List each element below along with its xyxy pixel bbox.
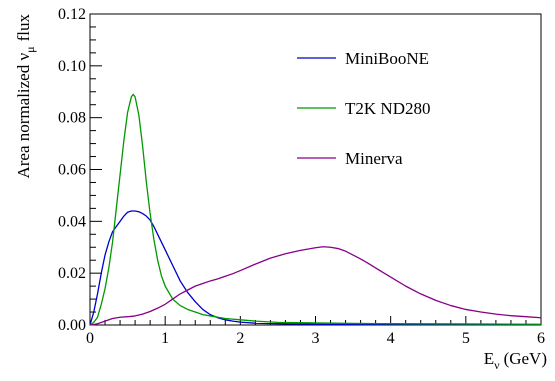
data-series <box>89 93 542 326</box>
x-tick-label: 2 <box>236 330 244 347</box>
series-line-t2k-nd280 <box>89 93 542 326</box>
x-tick-label: 4 <box>387 330 395 347</box>
legend-label-miniboone: MiniBooNE <box>345 49 429 68</box>
legend-label-t2k-nd280: T2K ND280 <box>345 99 430 118</box>
x-tick-label: 1 <box>161 330 169 347</box>
axes: 0 1 2 3 4 5 6 0.00 0.02 0.04 0.06 0.08 0.10 0.12 <box>58 6 545 347</box>
y-tick-label: 0.00 <box>58 317 86 334</box>
series-line-minerva <box>89 246 542 326</box>
y-tick-label: 0.12 <box>58 6 86 23</box>
legend: MiniBooNE T2K ND280 Minerva <box>297 49 430 168</box>
plot-frame <box>89 13 542 326</box>
y-axis-label: Area normalized νμflux <box>14 14 37 179</box>
series-line-miniboone <box>89 210 541 326</box>
x-axis-label: Eν (GeV) <box>484 349 547 372</box>
x-tick-label: 0 <box>86 330 94 347</box>
legend-label-minerva: Minerva <box>345 149 403 168</box>
y-tick-label: 0.08 <box>58 110 86 127</box>
x-tick-label: 5 <box>462 330 470 347</box>
y-tick-label: 0.06 <box>58 162 86 179</box>
y-tick-label: 0.10 <box>58 58 86 75</box>
y-tick-label: 0.02 <box>58 265 86 282</box>
x-tick-label: 3 <box>312 330 320 347</box>
x-tick-label: 6 <box>537 330 545 347</box>
y-tick-label: 0.04 <box>58 213 86 230</box>
